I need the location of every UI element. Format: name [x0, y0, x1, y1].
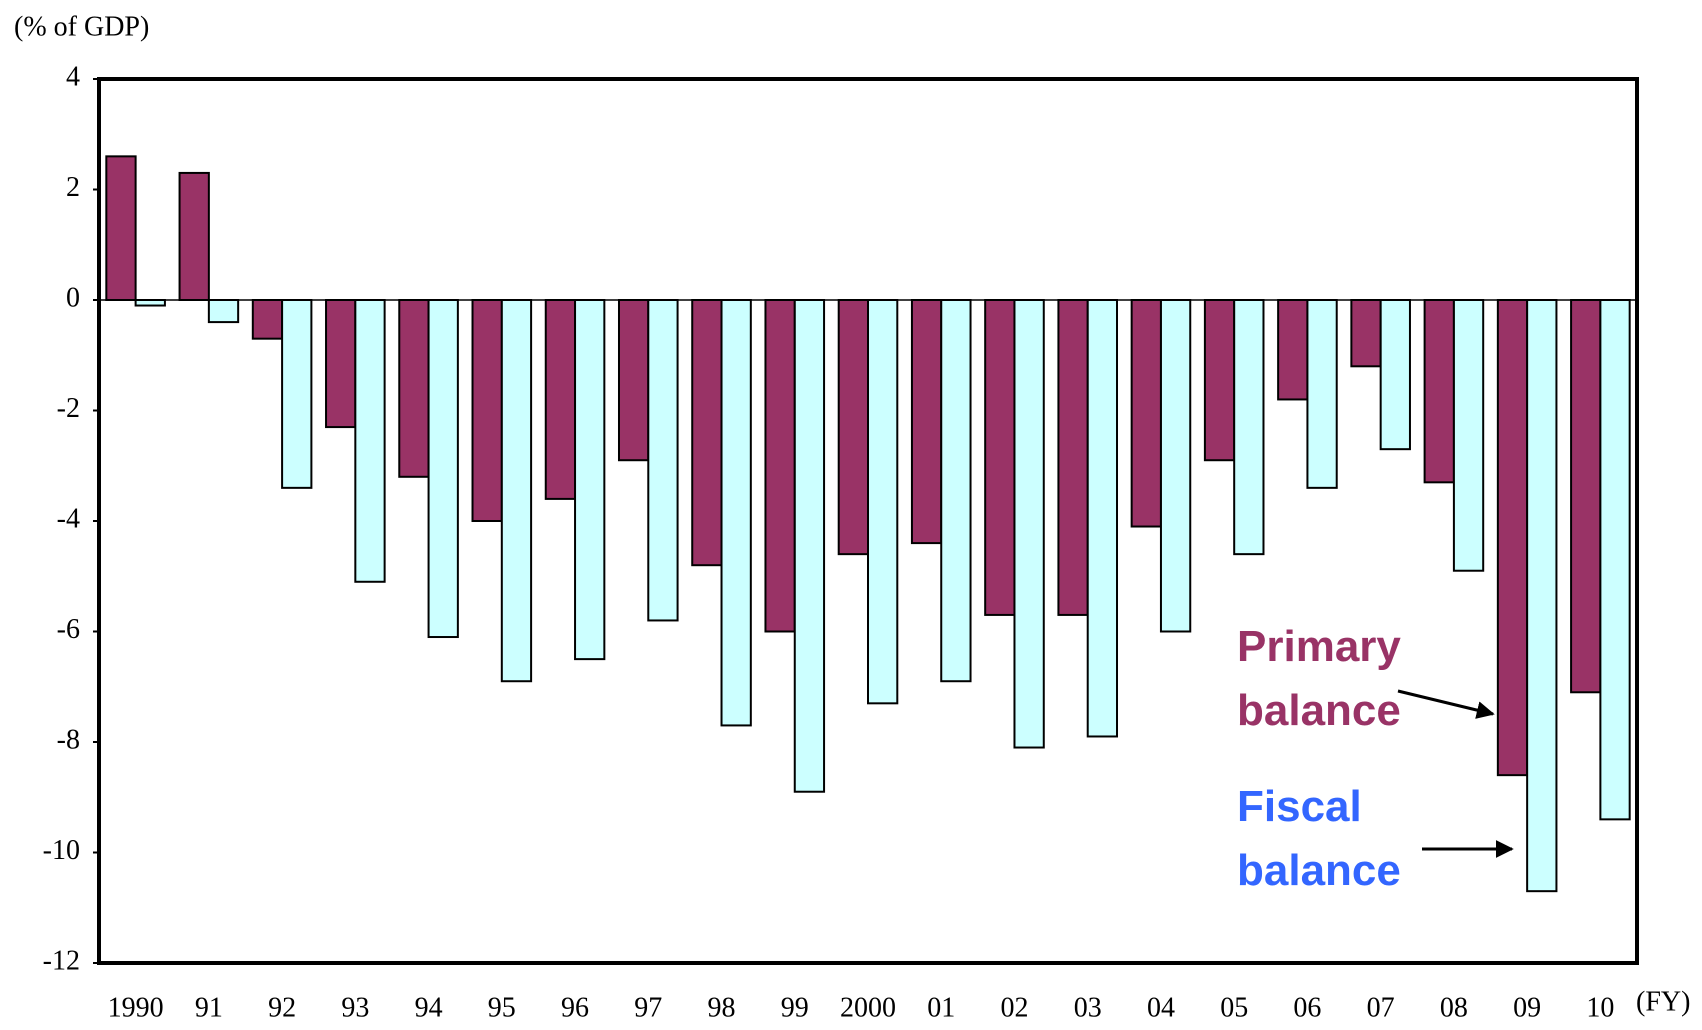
x-tick-label: 96: [561, 992, 589, 1023]
x-tick-label: 2000: [840, 992, 896, 1023]
bar: [471, 299, 503, 522]
x-tick-label: 95: [488, 992, 516, 1023]
bar: [940, 299, 972, 683]
bar: [134, 299, 166, 307]
x-axis-label: (FY): [1636, 986, 1690, 1017]
x-tick-label: 99: [781, 992, 809, 1023]
bar: [837, 299, 870, 556]
bar: [574, 299, 606, 661]
x-tick-label: 04: [1147, 992, 1175, 1023]
bar: [427, 299, 459, 639]
legend-entry: Primary balance: [1237, 622, 1401, 735]
bar: [281, 299, 313, 489]
bar: [764, 299, 796, 633]
y-tick-label: -8: [57, 724, 80, 755]
bar: [867, 299, 899, 705]
bar: [1599, 299, 1631, 821]
bar: [1452, 299, 1485, 572]
y-tick-label: -4: [57, 503, 80, 534]
bar: [178, 171, 210, 301]
x-tick-label: 08: [1440, 992, 1468, 1023]
x-tick-label: 94: [415, 992, 443, 1023]
bar: [691, 299, 723, 567]
bar: [1423, 299, 1455, 484]
bar: [354, 299, 386, 583]
bar: [910, 299, 943, 545]
x-tick-label: 09: [1513, 992, 1541, 1023]
bar: [720, 299, 752, 727]
bar: [1203, 299, 1236, 462]
bar: [398, 299, 430, 478]
bar: [647, 299, 679, 622]
y-tick-label: -6: [57, 614, 80, 645]
y-tick-label: 4: [66, 61, 80, 92]
bar: [1086, 299, 1119, 738]
bar: [793, 299, 826, 793]
bar: [1570, 299, 1602, 694]
y-tick-label: -12: [43, 945, 80, 976]
bar: [207, 299, 240, 324]
bar: [1013, 299, 1045, 749]
y-tick-label: -2: [57, 393, 80, 424]
x-tick-label: 93: [341, 992, 369, 1023]
x-tick-label: 1990: [108, 992, 164, 1023]
y-tick-label: 0: [66, 282, 80, 313]
x-tick-label: 97: [634, 992, 662, 1023]
bar: [1496, 299, 1529, 777]
bar: [1057, 299, 1089, 616]
x-tick-label: 06: [1293, 992, 1321, 1023]
x-tick-label: 07: [1367, 992, 1395, 1023]
x-tick-label: 98: [708, 992, 736, 1023]
x-tick-label: 03: [1074, 992, 1102, 1023]
bar: [1159, 299, 1192, 633]
bar: [251, 299, 284, 340]
bar: [325, 299, 357, 429]
bar: [617, 299, 650, 462]
plot-frame: [97, 77, 1639, 965]
bar: [1277, 299, 1309, 401]
bar: [500, 299, 533, 683]
bar: [1306, 299, 1338, 489]
y-axis-label: (% of GDP): [14, 11, 149, 42]
bar: [1350, 299, 1382, 368]
x-tick-label: 02: [1000, 992, 1028, 1023]
x-tick-label: 10: [1586, 992, 1614, 1023]
legend-entry: Fiscal balance: [1237, 782, 1401, 895]
x-tick-label: 05: [1220, 992, 1248, 1023]
x-tick-label: 91: [195, 992, 223, 1023]
x-tick-label: 01: [927, 992, 955, 1023]
bar: [544, 299, 577, 500]
bar: [1233, 299, 1265, 556]
x-tick-label: 92: [268, 992, 296, 1023]
y-tick-label: 2: [66, 172, 80, 203]
bar: [105, 155, 137, 301]
arrow: [1397, 689, 1495, 719]
bar: [1130, 299, 1162, 528]
bar: [984, 299, 1016, 616]
bar: [1526, 299, 1558, 893]
y-tick-label: -10: [43, 835, 80, 866]
bar: [1379, 299, 1411, 451]
